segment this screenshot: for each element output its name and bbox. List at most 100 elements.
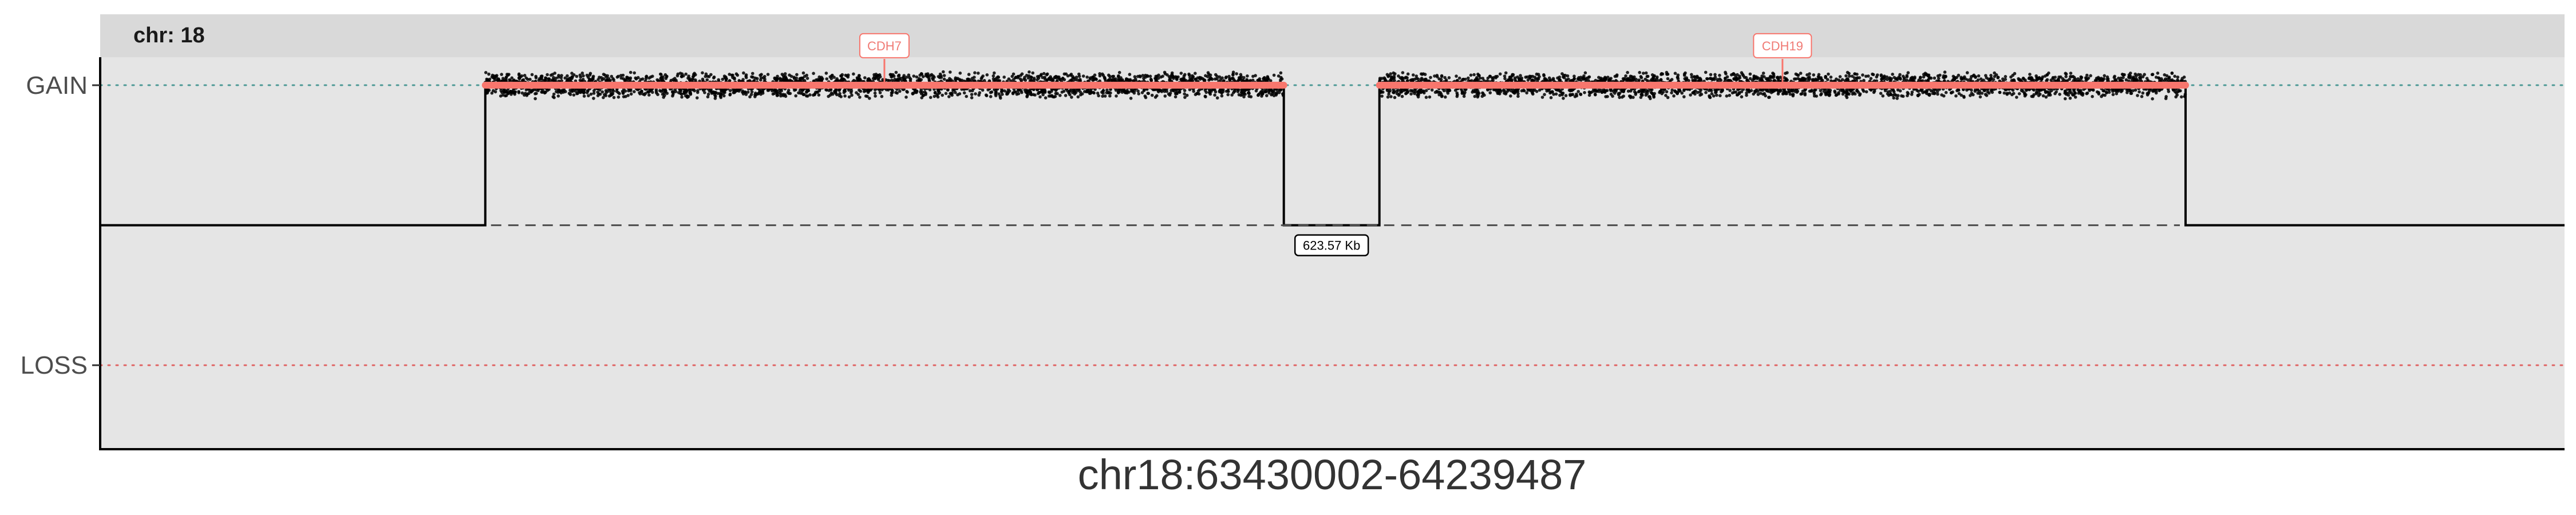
data-point (1178, 88, 1182, 92)
data-point (1562, 97, 1565, 100)
data-point (1044, 96, 1048, 100)
data-point (970, 77, 974, 80)
data-point (1812, 92, 1816, 96)
data-point (999, 96, 1002, 100)
data-point (900, 78, 904, 82)
data-point (806, 94, 809, 98)
data-point (1219, 78, 1223, 82)
data-point (2134, 74, 2138, 78)
data-point (866, 77, 870, 81)
data-point (696, 96, 699, 100)
data-point (701, 71, 704, 75)
data-point (1163, 94, 1167, 98)
data-point (2023, 94, 2027, 98)
data-point (2101, 93, 2105, 97)
data-point (788, 92, 792, 96)
facet-label: chr: 18 (133, 23, 205, 47)
data-point (576, 88, 580, 92)
data-point (1626, 70, 1629, 74)
data-point (1183, 96, 1187, 99)
data-point (534, 92, 537, 96)
data-point (591, 77, 595, 81)
data-point (1525, 91, 1528, 95)
data-point (758, 90, 761, 93)
data-point (857, 74, 861, 77)
data-point (1210, 88, 1214, 92)
data-point (1614, 89, 1618, 93)
data-point (671, 78, 675, 81)
data-point (1235, 72, 1238, 76)
data-point (846, 75, 850, 79)
data-point (722, 94, 726, 98)
data-point (1631, 96, 1635, 99)
data-point (733, 77, 736, 81)
data-point (530, 73, 534, 77)
data-point (1535, 90, 1539, 93)
data-point (1275, 89, 1279, 93)
data-point (1715, 93, 1718, 97)
data-point (803, 79, 807, 82)
data-point (1567, 77, 1570, 81)
data-point (1117, 70, 1121, 74)
data-point (572, 93, 576, 97)
data-point (1156, 88, 1160, 92)
data-point (1855, 79, 1858, 83)
data-point (641, 92, 645, 96)
data-point (1144, 96, 1148, 100)
data-point (1258, 77, 1262, 81)
data-point (924, 92, 927, 95)
data-point (1728, 93, 1731, 97)
data-point (521, 78, 526, 82)
data-point (665, 75, 669, 78)
data-point (1899, 77, 1902, 81)
data-point (635, 88, 639, 92)
data-point (720, 89, 723, 92)
data-point (1819, 76, 1823, 80)
data-point (665, 92, 669, 95)
data-point (523, 74, 527, 77)
data-point (915, 79, 919, 82)
data-point (574, 89, 578, 93)
data-point (1108, 94, 1112, 98)
data-point (1379, 89, 1382, 93)
data-point (552, 92, 556, 96)
data-point (2173, 74, 2176, 78)
data-point (544, 90, 547, 94)
data-point (721, 92, 725, 95)
data-point (1568, 93, 1572, 97)
data-point (1101, 94, 1104, 98)
data-point (1881, 94, 1884, 98)
data-point (1085, 88, 1089, 92)
data-point (1670, 91, 1673, 94)
data-point (1231, 70, 1235, 74)
data-point (1010, 74, 1014, 78)
data-point (1272, 73, 1276, 77)
data-point (1246, 74, 1249, 78)
data-point (912, 74, 916, 78)
data-point (598, 92, 602, 96)
data-point (1401, 71, 1405, 74)
data-point (1558, 93, 1562, 97)
step-line (100, 84, 2565, 227)
data-point (1712, 94, 1716, 98)
data-point (744, 73, 748, 77)
data-point (1031, 71, 1034, 75)
data-point (896, 77, 900, 81)
data-point (918, 73, 922, 77)
data-point (546, 73, 549, 77)
data-point (701, 77, 705, 81)
data-point (1766, 77, 1769, 81)
data-point (775, 89, 779, 93)
data-point (1690, 73, 1693, 77)
data-point (1387, 90, 1391, 94)
data-point (530, 90, 533, 94)
data-point (1837, 91, 1840, 94)
data-point (1224, 75, 1228, 79)
data-point (1196, 89, 1200, 93)
data-point (778, 77, 782, 80)
data-point (994, 90, 998, 94)
data-point (1097, 94, 1100, 98)
data-point (624, 94, 627, 98)
data-point (559, 76, 563, 80)
